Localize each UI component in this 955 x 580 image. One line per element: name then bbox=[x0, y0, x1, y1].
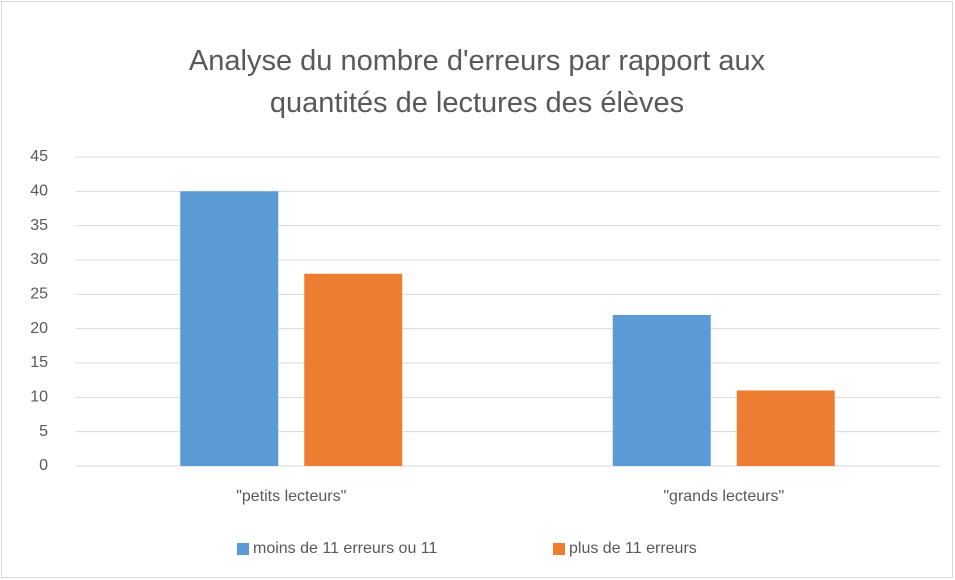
y-tick-label: 0 bbox=[39, 457, 48, 474]
legend-label: plus de 11 erreurs bbox=[569, 540, 697, 557]
chart-title: Analyse du nombre d'erreurs par rapport … bbox=[188, 45, 766, 119]
y-tick-label: 20 bbox=[30, 320, 48, 337]
legend-swatch bbox=[553, 543, 565, 555]
y-tick-label: 15 bbox=[30, 354, 48, 371]
bar bbox=[304, 273, 403, 466]
bar bbox=[736, 390, 835, 466]
y-tick-label: 45 bbox=[30, 148, 48, 165]
y-tick-label: 25 bbox=[30, 286, 48, 303]
legend-label: moins de 11 erreurs ou 11 bbox=[253, 540, 438, 557]
y-tick-label: 10 bbox=[30, 389, 48, 406]
x-tick-label: "petits lecteurs" bbox=[236, 488, 346, 505]
y-tick-label: 40 bbox=[30, 183, 48, 200]
bar bbox=[612, 314, 711, 466]
legend-swatch bbox=[237, 543, 249, 555]
bar bbox=[180, 191, 279, 467]
y-tick-label: 35 bbox=[30, 217, 48, 234]
x-tick-label: "grands lecteurs" bbox=[663, 488, 784, 505]
y-tick-label: 5 bbox=[39, 423, 48, 440]
y-tick-label: 30 bbox=[30, 251, 48, 268]
